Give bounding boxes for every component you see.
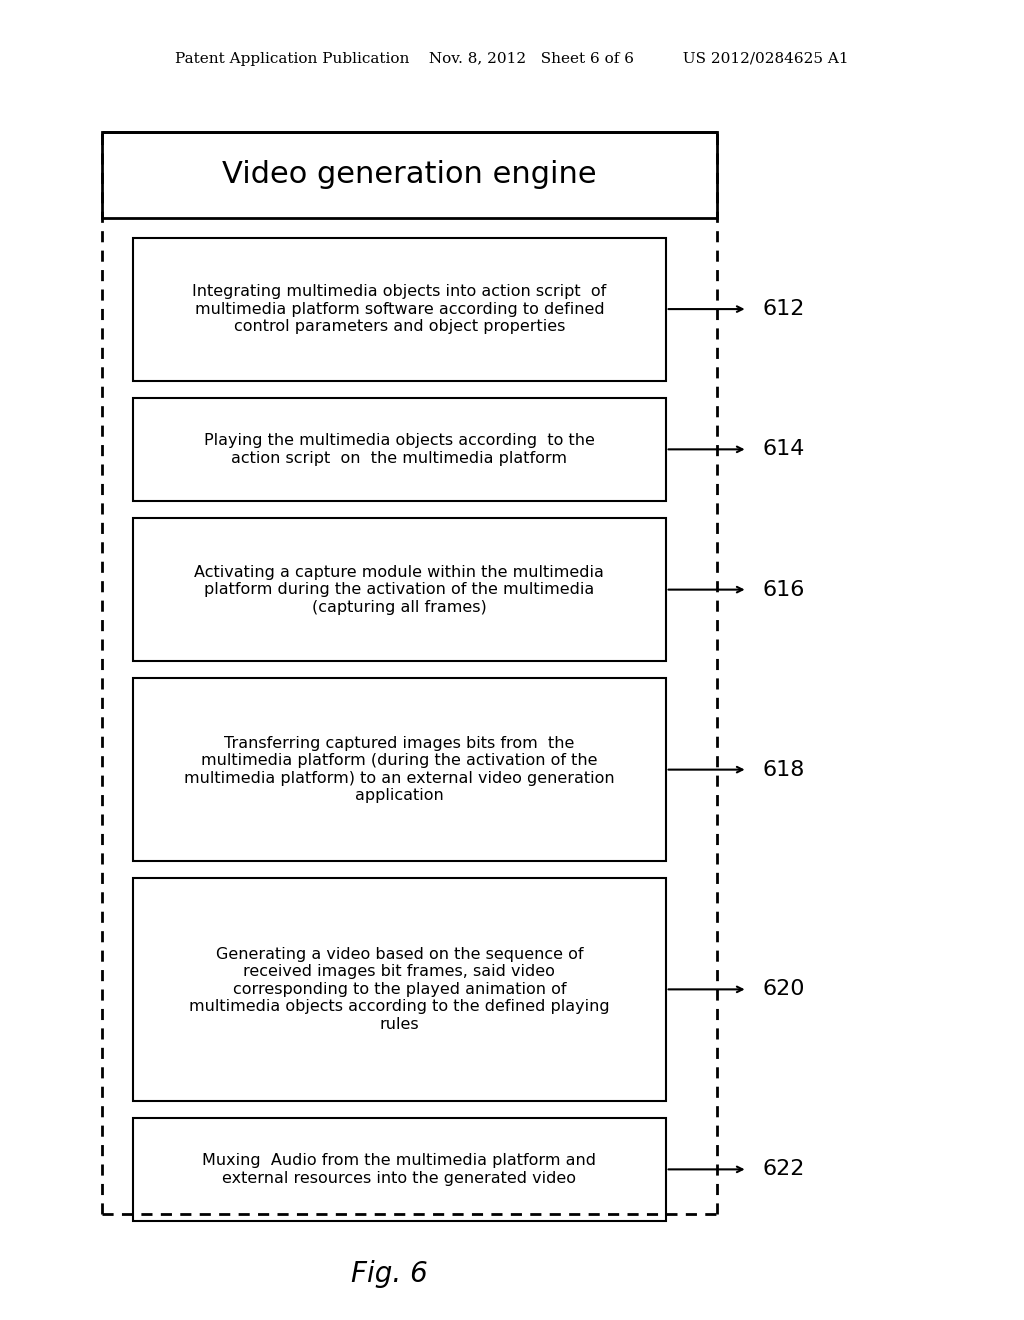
FancyBboxPatch shape — [133, 519, 666, 661]
Text: Activating a capture module within the multimedia
platform during the activation: Activating a capture module within the m… — [195, 565, 604, 615]
Text: Integrating multimedia objects into action script  of
multimedia platform softwa: Integrating multimedia objects into acti… — [193, 284, 606, 334]
Text: 618: 618 — [763, 759, 805, 780]
FancyBboxPatch shape — [133, 1118, 666, 1221]
Text: Generating a video based on the sequence of
received images bit frames, said vid: Generating a video based on the sequence… — [189, 946, 609, 1032]
Text: Fig. 6: Fig. 6 — [351, 1259, 427, 1288]
Text: Patent Application Publication    Nov. 8, 2012   Sheet 6 of 6          US 2012/0: Patent Application Publication Nov. 8, 2… — [175, 53, 849, 66]
FancyBboxPatch shape — [133, 397, 666, 502]
FancyBboxPatch shape — [133, 678, 666, 861]
Text: Muxing  Audio from the multimedia platform and
external resources into the gener: Muxing Audio from the multimedia platfor… — [203, 1154, 596, 1185]
FancyBboxPatch shape — [133, 238, 666, 380]
FancyBboxPatch shape — [102, 132, 717, 218]
Text: Video generation engine: Video generation engine — [222, 161, 597, 189]
FancyBboxPatch shape — [133, 878, 666, 1101]
Text: 614: 614 — [763, 440, 805, 459]
Text: 622: 622 — [763, 1159, 805, 1179]
Text: 620: 620 — [763, 979, 806, 999]
Text: Transferring captured images bits from  the
multimedia platform (during the acti: Transferring captured images bits from t… — [184, 737, 614, 804]
Text: 612: 612 — [763, 300, 805, 319]
Text: Playing the multimedia objects according  to the
action script  on  the multimed: Playing the multimedia objects according… — [204, 433, 595, 466]
Text: 616: 616 — [763, 579, 805, 599]
